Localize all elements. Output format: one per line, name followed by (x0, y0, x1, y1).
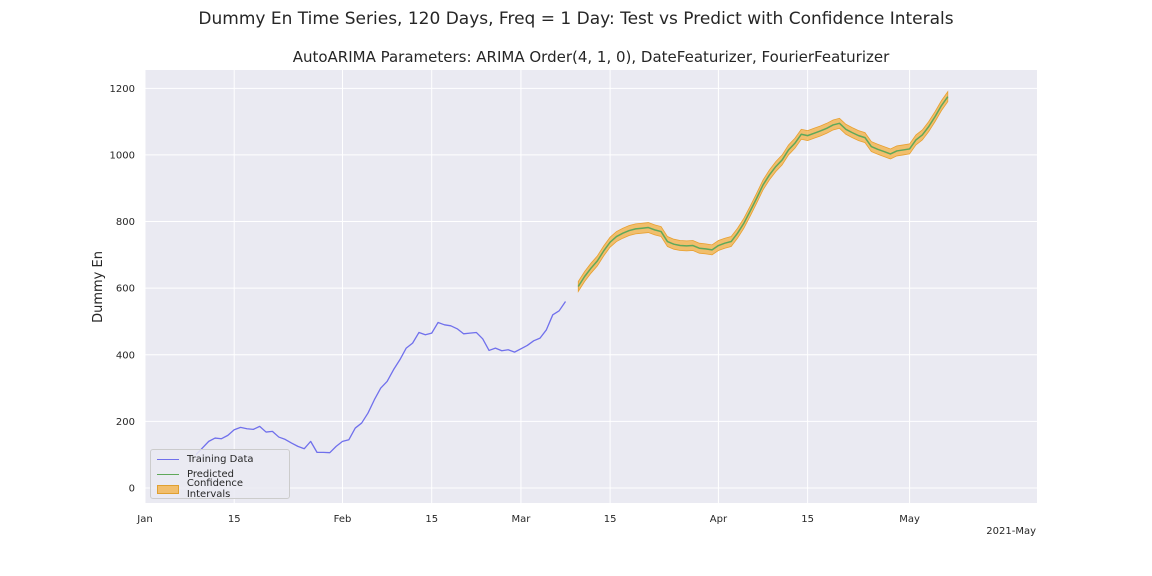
legend-swatch-confidence (157, 484, 179, 494)
legend-item-training: Training Data (157, 452, 254, 466)
x-axis-offset-label: 2021-May (986, 526, 1036, 537)
y-tick-label: 400 (116, 350, 135, 361)
x-tick-label: 15 (228, 514, 241, 525)
x-tick-label: 15 (604, 514, 617, 525)
predicted-line (577, 96, 949, 287)
grid-lines (144, 70, 1037, 503)
chart-title: AutoARIMA Parameters: ARIMA Order(4, 1, … (292, 48, 890, 66)
legend-swatch-training (157, 458, 179, 460)
plot-area (145, 70, 1037, 503)
x-tick-label: Apr (710, 514, 728, 525)
y-axis-ticks: 0 200 400 600 800 1000 1200 (110, 84, 135, 495)
x-tick-label: Feb (334, 514, 352, 525)
figure-suptitle: Dummy En Time Series, 120 Days, Freq = 1… (198, 9, 954, 29)
y-tick-label: 200 (116, 417, 135, 428)
x-tick-label: 15 (425, 514, 438, 525)
x-tick-label: Jan (136, 514, 152, 525)
x-tick-label: Mar (511, 514, 531, 525)
y-tick-label: 1000 (110, 150, 135, 161)
training-data-line (195, 301, 567, 456)
y-tick-label: 0 (129, 484, 135, 495)
x-tick-label: May (899, 514, 920, 525)
y-tick-label: 800 (116, 217, 135, 228)
legend: Training Data Predicted Confidence Inter… (150, 449, 290, 500)
y-tick-label: 1200 (110, 84, 135, 95)
x-axis-ticks: Jan 15 Feb 15 Mar 15 Apr 15 May (136, 514, 920, 525)
legend-label-predicted: Predicted (187, 468, 234, 480)
legend-item-confidence: Confidence Intervals (157, 478, 289, 500)
legend-label-confidence: Confidence Intervals (186, 478, 244, 500)
confidence-band-layer (577, 90, 949, 293)
x-tick-label: 15 (801, 514, 814, 525)
legend-label-training: Training Data (187, 453, 254, 465)
y-tick-label: 600 (116, 284, 135, 295)
confidence-band (577, 90, 949, 293)
legend-item-predicted: Predicted (157, 467, 234, 481)
legend-swatch-predicted (157, 473, 179, 475)
y-axis-label: Dummy En (91, 251, 106, 323)
series-layer (195, 96, 949, 456)
